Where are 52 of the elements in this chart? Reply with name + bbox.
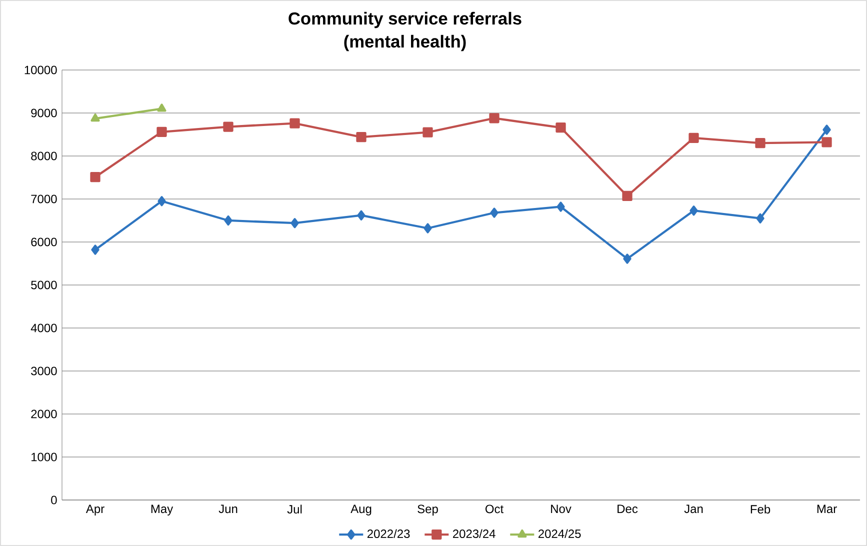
point	[688, 132, 699, 144]
point	[422, 127, 433, 138]
point	[290, 218, 299, 228]
y-tick-label: 2000	[31, 410, 57, 418]
x-tick-label: Jul	[287, 504, 302, 514]
point	[622, 190, 632, 202]
point	[556, 202, 565, 212]
point	[623, 254, 632, 264]
point	[490, 208, 498, 218]
y-tick-label: 1000	[32, 452, 57, 462]
point	[91, 244, 100, 255]
x-tick-label: May	[151, 504, 174, 516]
point	[755, 138, 766, 148]
y-tick-label: 5000	[31, 280, 57, 290]
point	[489, 113, 500, 124]
y-tick-label: 6000	[31, 238, 57, 246]
point	[822, 124, 831, 135]
y-tick-label: 10000	[24, 66, 57, 74]
x-tick-label: Nov	[551, 504, 572, 514]
legend-label: 2022/23	[367, 529, 410, 538]
x-tick-label: Sep	[418, 504, 438, 516]
x-tick-label: Feb	[750, 504, 770, 514]
point	[756, 213, 764, 224]
point	[822, 137, 832, 148]
x-tick-label: Apr	[86, 504, 104, 516]
x-tick-label: Oct	[485, 504, 504, 514]
point	[156, 126, 167, 137]
y-tick-label: 4000	[30, 324, 57, 332]
legend-label: 2023/24	[452, 529, 496, 538]
point	[424, 223, 432, 234]
chart-subtitle: (mental health)	[344, 34, 466, 52]
point	[357, 210, 366, 220]
x-tick-label: Jun	[218, 504, 238, 514]
point	[556, 122, 566, 133]
y-tick-label: 0	[51, 496, 57, 504]
x-tick-label: Jan	[684, 504, 703, 514]
point	[356, 132, 366, 142]
x-tick-label: Aug	[350, 504, 372, 516]
point	[224, 215, 232, 226]
point	[290, 118, 300, 128]
x-tick-label: Dec	[618, 504, 638, 514]
x-tick-label: Mar	[817, 504, 837, 514]
point	[90, 172, 100, 182]
y-tick-label: 7000	[31, 194, 57, 204]
legend-label: 2024/25	[538, 529, 581, 538]
chart-title: Community service referrals	[288, 12, 522, 28]
point	[158, 196, 166, 206]
point	[690, 206, 698, 216]
y-tick-label: 9000	[31, 108, 57, 118]
point	[223, 122, 234, 132]
y-tick-label: 8000	[31, 152, 57, 160]
y-tick-label: 3000	[31, 366, 57, 376]
